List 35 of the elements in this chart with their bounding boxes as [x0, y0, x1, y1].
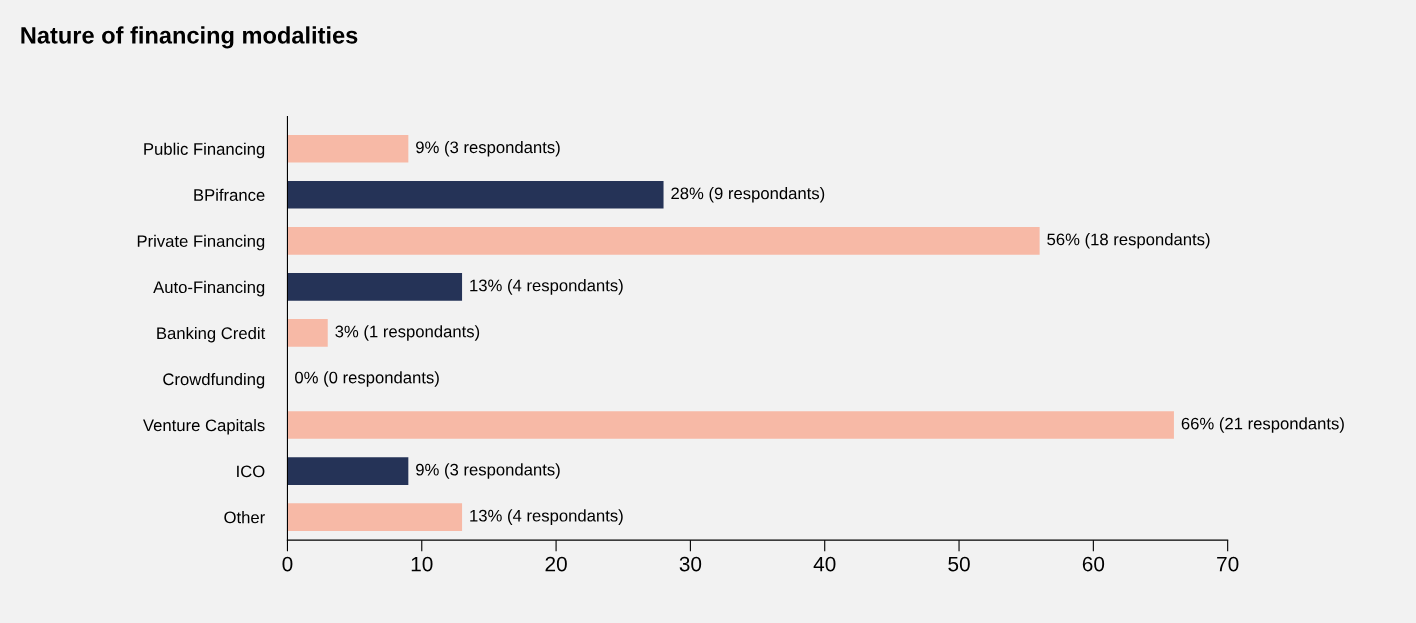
x-tick-label: 50	[948, 556, 970, 572]
bar	[287, 180, 664, 209]
x-tick-label: 10	[411, 556, 433, 572]
x-tick-label: 20	[545, 556, 567, 572]
data-label: 66% (21 respondants)	[1181, 417, 1344, 433]
y-tick-label: Crowdfunding	[163, 372, 265, 389]
bar	[287, 273, 463, 301]
bar	[287, 411, 1174, 439]
bar	[287, 457, 409, 485]
y-tick-label: Public Financing	[144, 142, 265, 159]
y-tick-label: BPifrance	[194, 188, 265, 201]
x-tick-label: 70	[1217, 556, 1239, 572]
data-label: 9% (3 respondants)	[416, 463, 560, 479]
y-tick-label: Auto-Financing	[153, 280, 265, 297]
data-label: 3% (1 respondants)	[335, 325, 480, 341]
x-tick-label: 40	[813, 556, 836, 572]
x-tick-label: 30	[679, 556, 702, 572]
chart-title: Nature of financing modalities	[21, 26, 358, 49]
bar	[287, 227, 1040, 255]
x-tick-label: 0	[282, 556, 293, 572]
data-label: 9% (3 respondants)	[416, 140, 560, 157]
data-label: 28% (9 respondants)	[671, 187, 825, 203]
y-tick-label: Banking Credit	[157, 326, 266, 343]
y-tick-label: Venture Capitals	[143, 418, 265, 435]
y-tick-label: Other	[224, 511, 265, 524]
data-label: 13% (4 respondants)	[470, 509, 623, 525]
data-label: 13% (4 respondants)	[470, 279, 623, 295]
bar	[287, 134, 409, 163]
data-label: 56% (18 respondants)	[1047, 233, 1210, 249]
x-tick-label: 60	[1082, 556, 1105, 572]
bar	[287, 503, 463, 531]
bar	[287, 319, 328, 347]
y-tick-label: Private Financing	[137, 234, 265, 251]
data-label: 0% (0 respondants)	[295, 371, 439, 387]
y-tick-label: ICO	[237, 465, 265, 478]
